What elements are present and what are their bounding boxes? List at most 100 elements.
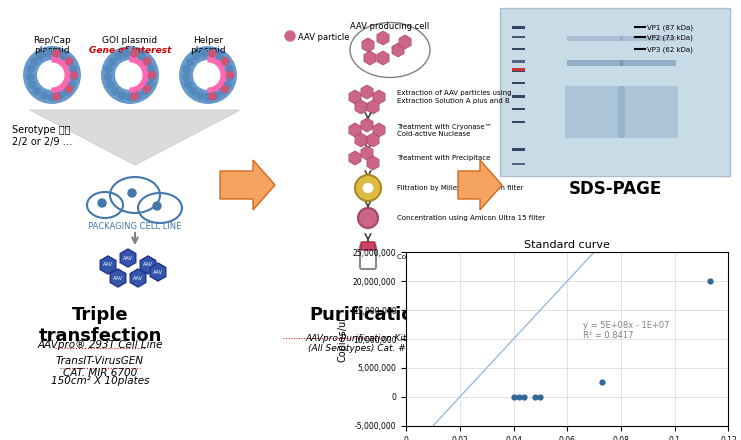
Polygon shape xyxy=(130,269,146,287)
FancyBboxPatch shape xyxy=(565,86,625,138)
Circle shape xyxy=(27,73,33,81)
Circle shape xyxy=(37,53,44,60)
FancyBboxPatch shape xyxy=(620,36,676,41)
Circle shape xyxy=(142,88,148,95)
Text: AAV: AAV xyxy=(153,269,163,275)
Circle shape xyxy=(119,92,125,99)
Text: Gene of interest: Gene of interest xyxy=(89,46,171,55)
Polygon shape xyxy=(367,156,379,170)
Polygon shape xyxy=(355,133,367,147)
Text: AAV: AAV xyxy=(113,275,123,281)
Circle shape xyxy=(182,73,190,81)
Circle shape xyxy=(144,58,151,65)
Circle shape xyxy=(144,85,150,92)
Title: Standard curve: Standard curve xyxy=(525,240,610,250)
Polygon shape xyxy=(349,90,361,104)
FancyBboxPatch shape xyxy=(512,26,525,29)
Point xyxy=(513,393,525,400)
Text: AAV: AAV xyxy=(103,263,113,268)
Text: Concentration using Amicon Ultra 15 filter: Concentration using Amicon Ultra 15 filt… xyxy=(397,215,545,221)
Circle shape xyxy=(196,92,204,99)
Circle shape xyxy=(222,58,228,65)
Text: Treatment with Precipitace: Treatment with Precipitace xyxy=(397,155,491,161)
FancyBboxPatch shape xyxy=(618,86,678,138)
FancyBboxPatch shape xyxy=(512,36,525,38)
Polygon shape xyxy=(377,51,389,65)
Polygon shape xyxy=(30,110,240,165)
Text: GOI plasmid: GOI plasmid xyxy=(102,36,158,45)
Circle shape xyxy=(70,66,76,73)
Circle shape xyxy=(66,58,73,65)
Circle shape xyxy=(183,66,190,73)
Circle shape xyxy=(48,93,56,100)
Text: Serotype 결정
2/2 or 2/9 …: Serotype 결정 2/2 or 2/9 … xyxy=(12,125,73,147)
FancyBboxPatch shape xyxy=(512,70,525,72)
Text: Titration: Titration xyxy=(571,310,659,328)
Circle shape xyxy=(190,88,196,95)
Text: Triple
transfection: Triple transfection xyxy=(39,306,162,345)
Polygon shape xyxy=(52,53,74,97)
Circle shape xyxy=(358,208,378,228)
Text: VP1 (87 kDa): VP1 (87 kDa) xyxy=(647,24,693,31)
Text: Rep/Cap: Rep/Cap xyxy=(33,36,71,45)
FancyBboxPatch shape xyxy=(512,148,525,151)
Circle shape xyxy=(105,66,113,73)
FancyBboxPatch shape xyxy=(512,48,525,50)
Polygon shape xyxy=(361,118,373,132)
Circle shape xyxy=(148,73,156,81)
Circle shape xyxy=(44,50,51,57)
Circle shape xyxy=(138,53,145,60)
Polygon shape xyxy=(373,123,385,137)
Polygon shape xyxy=(367,133,379,147)
FancyBboxPatch shape xyxy=(500,8,730,176)
Circle shape xyxy=(205,93,211,100)
Circle shape xyxy=(146,81,153,88)
Text: Purification: Purification xyxy=(310,306,427,324)
Circle shape xyxy=(201,50,207,57)
Circle shape xyxy=(362,182,374,194)
Circle shape xyxy=(209,93,216,100)
Circle shape xyxy=(29,81,36,88)
Circle shape xyxy=(222,58,229,65)
Text: AAVpro Titration Kit
(for Real Time PCR) Ver.2 Cat. #6233: AAVpro Titration Kit (for Real Time PCR)… xyxy=(531,342,699,361)
Polygon shape xyxy=(355,100,367,114)
Text: Helper: Helper xyxy=(193,36,223,45)
Polygon shape xyxy=(208,53,230,97)
Circle shape xyxy=(115,53,122,60)
Circle shape xyxy=(355,175,381,201)
Circle shape xyxy=(104,73,112,81)
FancyArrow shape xyxy=(220,160,275,210)
Polygon shape xyxy=(361,85,373,99)
FancyBboxPatch shape xyxy=(512,121,525,123)
Circle shape xyxy=(53,50,59,57)
Text: AAV: AAV xyxy=(123,256,133,260)
Text: plasmid: plasmid xyxy=(34,46,70,55)
Text: AAV producing cell: AAV producing cell xyxy=(350,22,430,31)
FancyBboxPatch shape xyxy=(512,82,525,84)
Circle shape xyxy=(70,71,78,78)
Point xyxy=(519,393,531,400)
Circle shape xyxy=(153,202,161,210)
Text: SDS-PAGE: SDS-PAGE xyxy=(568,180,662,198)
Circle shape xyxy=(213,92,219,99)
FancyBboxPatch shape xyxy=(512,163,525,165)
Circle shape xyxy=(128,189,136,197)
Circle shape xyxy=(65,85,73,92)
Circle shape xyxy=(144,58,150,65)
Circle shape xyxy=(209,50,216,57)
FancyBboxPatch shape xyxy=(620,60,676,66)
Text: Collection of AAV particle solution: Collection of AAV particle solution xyxy=(397,254,516,260)
Text: AAV particle: AAV particle xyxy=(298,33,350,42)
Circle shape xyxy=(219,88,226,95)
FancyBboxPatch shape xyxy=(567,36,623,41)
Circle shape xyxy=(216,53,223,60)
Circle shape xyxy=(205,93,211,100)
Text: 150cm² X 10plates: 150cm² X 10plates xyxy=(50,376,149,386)
Circle shape xyxy=(195,62,222,88)
Polygon shape xyxy=(399,35,411,49)
Polygon shape xyxy=(364,51,376,65)
Circle shape xyxy=(98,199,106,207)
Circle shape xyxy=(227,73,233,81)
Circle shape xyxy=(127,93,133,100)
Circle shape xyxy=(39,62,65,88)
